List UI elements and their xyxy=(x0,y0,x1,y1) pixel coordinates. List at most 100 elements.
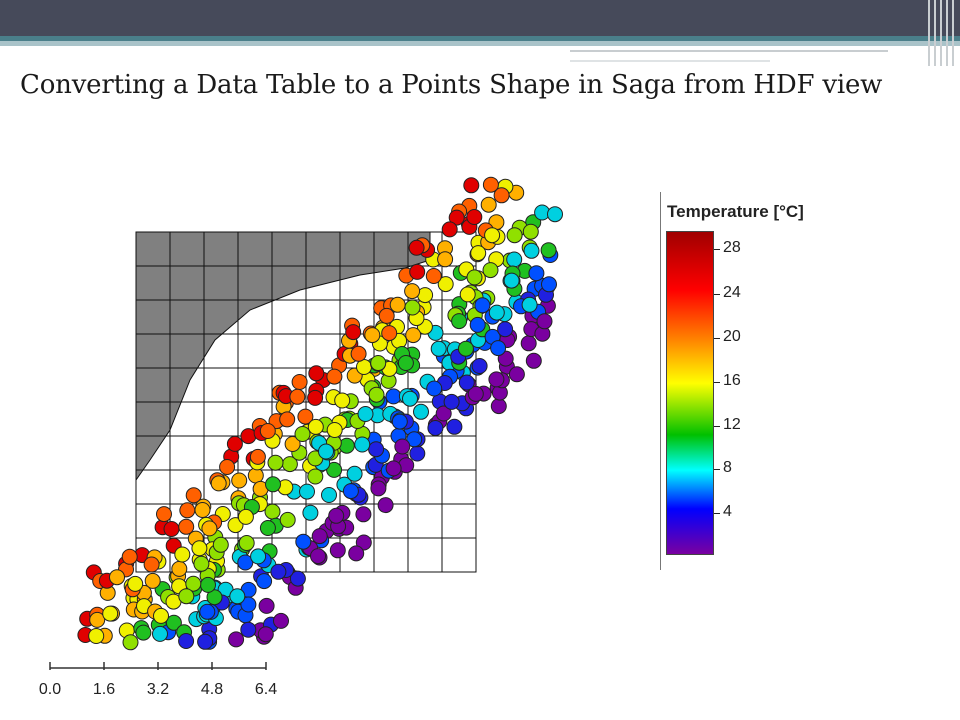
temperature-point xyxy=(156,506,172,523)
temperature-point xyxy=(490,398,507,415)
temperature-point xyxy=(307,418,324,435)
scale-tick-label: 3.2 xyxy=(147,681,169,698)
temperature-point xyxy=(348,545,365,562)
temperature-point xyxy=(484,227,501,244)
temperature-point xyxy=(482,262,499,279)
temperature-point xyxy=(206,589,223,606)
temperature-point xyxy=(435,405,452,422)
temperature-point xyxy=(310,548,326,565)
temperature-point xyxy=(342,483,359,500)
temperature-point xyxy=(270,563,287,580)
scale-tick-label: 1.6 xyxy=(93,681,115,698)
temperature-point xyxy=(413,403,429,420)
temperature-point xyxy=(378,307,395,324)
temperature-point xyxy=(463,177,480,194)
temperature-point xyxy=(448,209,465,226)
temperature-point xyxy=(193,555,210,572)
temperature-point xyxy=(385,460,402,477)
temperature-point xyxy=(466,269,483,286)
temperature-point xyxy=(409,445,426,462)
temperature-point xyxy=(451,313,468,330)
temperature-point xyxy=(350,345,367,362)
temperature-points xyxy=(77,176,563,651)
temperature-point xyxy=(497,321,514,338)
temperature-point xyxy=(541,276,557,293)
legend-tick-label: 24 xyxy=(723,284,741,301)
temperature-point xyxy=(257,626,274,643)
temperature-point xyxy=(250,548,267,565)
temperature-point xyxy=(238,535,255,551)
temperature-point xyxy=(152,625,168,642)
legend-tick xyxy=(714,249,720,250)
temperature-point xyxy=(240,621,257,638)
temperature-point xyxy=(446,418,463,435)
temperature-point xyxy=(404,283,421,300)
legend-title: Temperature [°C] xyxy=(667,202,804,221)
temperature-point xyxy=(264,503,281,520)
temperature-point xyxy=(409,263,426,280)
temperature-point xyxy=(259,520,276,536)
temperature-point xyxy=(547,206,563,223)
temperature-point xyxy=(459,286,476,303)
temperature-point xyxy=(326,368,343,385)
temperature-point xyxy=(522,223,539,240)
temperature-point xyxy=(457,340,474,357)
temperature-point xyxy=(295,533,312,550)
temperature-point xyxy=(197,633,214,650)
temperature-point xyxy=(474,297,491,314)
temperature-point xyxy=(370,355,387,371)
temperature-point xyxy=(237,554,254,571)
temperature-point xyxy=(404,299,421,316)
temperature-point xyxy=(279,411,296,428)
slide-accent-stripe xyxy=(0,36,960,41)
temperature-point xyxy=(540,242,557,259)
temperature-point xyxy=(480,196,497,213)
temperature-point xyxy=(153,607,169,624)
temperature-point xyxy=(289,570,306,587)
temperature-point xyxy=(240,596,257,613)
temperature-point xyxy=(426,380,443,397)
temperature-point xyxy=(121,548,138,565)
temperature-point xyxy=(408,239,425,256)
legend-tick-label: 12 xyxy=(723,416,741,433)
temperature-point xyxy=(338,437,355,454)
temperature-point xyxy=(523,242,540,259)
temperature-point xyxy=(178,633,195,649)
legend-tick-label: 8 xyxy=(723,459,732,476)
temperature-point xyxy=(201,520,218,537)
scale-bar: 0.0 1.6 3.2 4.8 6.4 xyxy=(39,662,277,698)
temperature-point xyxy=(368,386,385,403)
temperature-point xyxy=(289,388,306,405)
temperature-point xyxy=(249,448,266,465)
legend-tick xyxy=(714,382,720,383)
temperature-point xyxy=(381,325,398,342)
temperature-point xyxy=(536,313,553,330)
temperature-point xyxy=(191,540,208,557)
temperature-point xyxy=(389,296,406,313)
temperature-point xyxy=(364,327,381,344)
temperature-point xyxy=(488,304,505,321)
temperature-point xyxy=(122,634,139,651)
temperature-point xyxy=(321,487,337,503)
temperature-point xyxy=(482,176,499,193)
temperature-point xyxy=(437,276,454,293)
temperature-point xyxy=(212,536,229,553)
temperature-point xyxy=(525,352,542,369)
temperature-points-map: 0.0 1.6 3.2 4.8 6.4 xyxy=(39,176,563,698)
temperature-colorbar xyxy=(666,231,714,555)
temperature-point xyxy=(284,436,301,452)
temperature-point xyxy=(469,316,486,333)
temperature-point xyxy=(109,569,125,586)
scale-tick-label: 4.8 xyxy=(201,681,223,698)
temperature-point xyxy=(143,556,160,573)
temperature-point xyxy=(226,435,243,452)
temperature-point xyxy=(265,476,281,493)
temperature-point xyxy=(210,475,227,492)
temperature-point xyxy=(397,355,414,371)
legend-tick xyxy=(714,513,720,514)
temperature-point xyxy=(273,612,289,629)
temperature-point xyxy=(354,436,371,453)
temperature-point xyxy=(443,393,460,410)
temperature-point xyxy=(299,483,315,500)
temperature-point xyxy=(503,272,520,289)
